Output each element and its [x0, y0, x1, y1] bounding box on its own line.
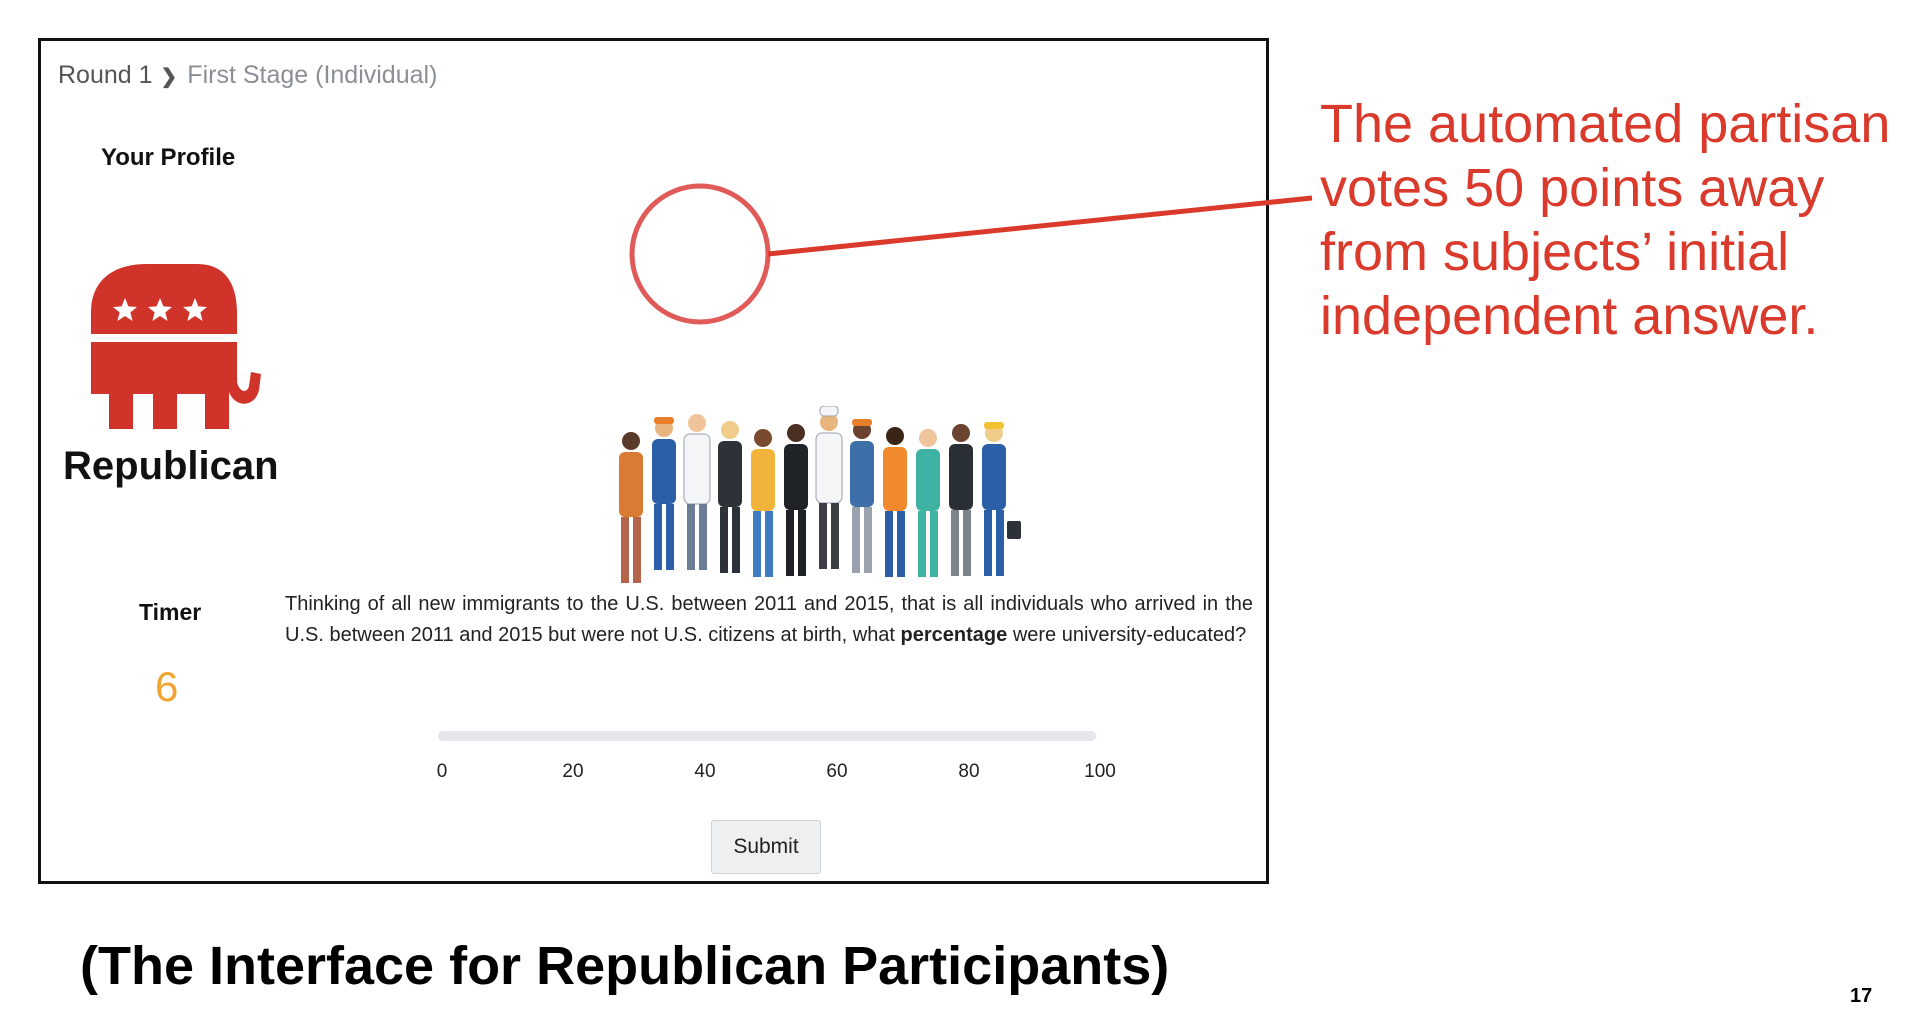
timer-label: Timer [139, 599, 202, 625]
republican-elephant-icon [91, 264, 261, 429]
question-text: Thinking of all new immigrants to the U.… [285, 593, 1253, 646]
annotation-callout: The automated partisan votes 50 points a… [1320, 94, 1891, 346]
person-figure-8 [850, 419, 874, 573]
party-label: Republican [63, 444, 279, 488]
slider-tick-label: 80 [958, 761, 980, 782]
breadcrumb-stage: First Stage (Individual) [187, 61, 438, 89]
person-figure-5 [751, 429, 775, 577]
timer-value: 6 [155, 663, 179, 710]
profile-title: Your Profile [101, 144, 236, 171]
survey-screenshot: Round 1 ❯ First Stage (Individual) Your Pr… [38, 38, 1269, 884]
slider-tick-label: 0 [436, 761, 448, 782]
question-emphasis: percentage [900, 624, 1008, 646]
person-figure-2 [652, 417, 676, 570]
breadcrumb-round[interactable]: Round 1 [58, 61, 153, 89]
person-figure-12 [982, 422, 1021, 576]
slider-tick-label: 60 [826, 761, 848, 782]
person-figure-6 [784, 424, 808, 576]
diverse-workers-illustration [619, 406, 1021, 583]
slide-caption: (The Interface for Republican Participan… [80, 936, 1170, 996]
submit-button[interactable]: Submit [711, 820, 821, 874]
person-figure-11 [949, 424, 973, 576]
slider-tick-label: 100 [1084, 761, 1116, 782]
person-figure-1 [619, 432, 643, 583]
page-number: 17 [1850, 985, 1873, 1007]
slider-tick-label: 40 [694, 761, 716, 782]
person-figure-3 [683, 414, 711, 570]
chevron-right-icon: ❯ [160, 66, 178, 88]
person-figure-9 [883, 427, 907, 577]
person-figure-10 [916, 429, 940, 577]
slider-tick-label: 20 [562, 761, 584, 782]
percentage-slider[interactable] [438, 731, 1096, 741]
person-figure-4 [718, 421, 742, 573]
breadcrumb: Round 1 ❯ First Stage (Individual) [58, 61, 437, 90]
person-figure-7 [815, 406, 843, 569]
